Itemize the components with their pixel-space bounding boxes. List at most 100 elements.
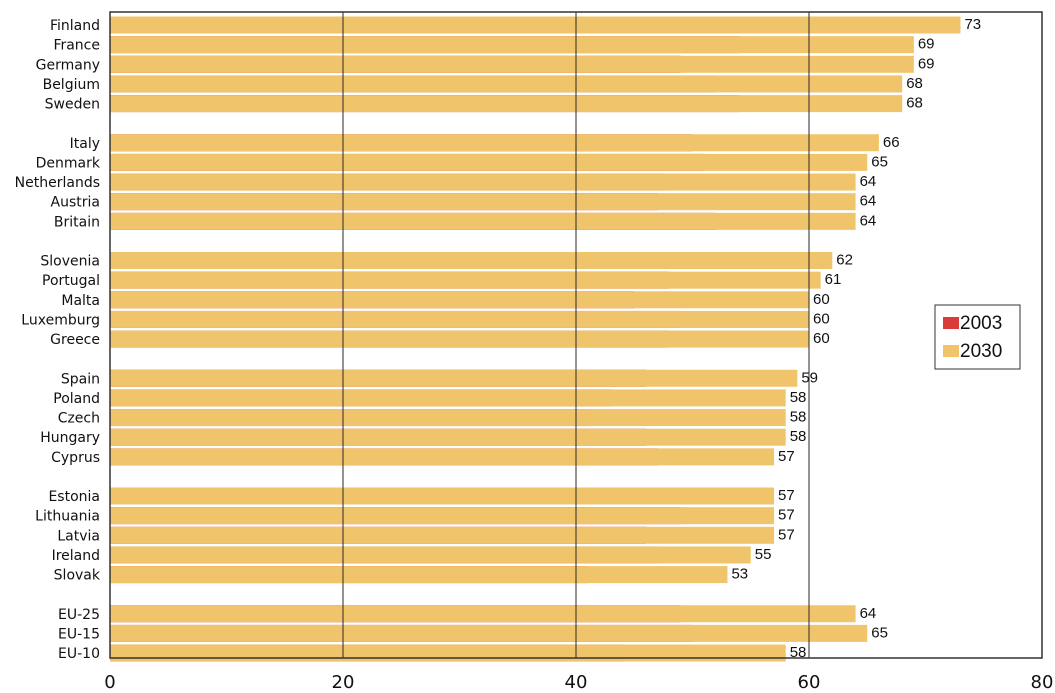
bar-2030-ireland [110, 546, 751, 564]
value-label-italy: 66 [883, 134, 900, 151]
bar-2030-poland [110, 389, 786, 407]
value-label-sweden: 68 [906, 95, 923, 112]
bar-2030-france [110, 36, 914, 54]
bar-2030-czech [110, 409, 786, 427]
value-label-estonia: 57 [778, 487, 795, 504]
value-label-france: 69 [918, 36, 935, 53]
bar-2030-italy [110, 134, 879, 152]
category-label-poland: Poland [53, 391, 100, 407]
bar-2030-denmark [110, 153, 868, 171]
category-label-netherlands: Netherlands [15, 175, 100, 191]
bar-2030-sweden [110, 95, 903, 113]
bar-2030-eu-15 [110, 624, 868, 642]
value-label-hungary: 58 [790, 428, 807, 445]
category-label-ireland: Ireland [52, 548, 100, 564]
x-tick-label-20: 20 [332, 672, 355, 693]
category-label-eu-15: EU-15 [58, 626, 100, 642]
legend-box [934, 304, 1021, 370]
bar-2030-cyprus [110, 448, 775, 466]
value-label-eu-25: 64 [860, 605, 877, 622]
category-label-belgium: Belgium [43, 77, 100, 93]
bar-2030-austria [110, 193, 856, 211]
category-label-eu-10: EU-10 [58, 646, 100, 662]
value-label-cyprus: 57 [778, 448, 795, 465]
bar-2030-hungary [110, 428, 786, 446]
category-label-austria: Austria [51, 195, 100, 211]
value-label-greece: 60 [813, 330, 830, 347]
value-label-eu-10: 58 [790, 644, 807, 661]
category-label-britain: Britain [54, 214, 100, 230]
category-label-portugal: Portugal [42, 273, 100, 289]
value-label-slovenia: 62 [836, 252, 853, 269]
category-label-czech: Czech [58, 411, 100, 427]
bar-2030-netherlands [110, 173, 856, 191]
legend-swatch-2030 [943, 345, 959, 357]
x-tick-labels: 0 20 40 60 80 [104, 672, 1053, 693]
category-label-hungary: Hungary [40, 430, 100, 446]
bar-2030-malta [110, 291, 809, 309]
category-label-germany: Germany [36, 57, 100, 73]
value-label-denmark: 65 [871, 153, 888, 170]
category-label-latvia: Latvia [57, 528, 100, 544]
value-label-poland: 58 [790, 389, 807, 406]
x-tick-label-0: 0 [104, 672, 115, 693]
value-label-latvia: 57 [778, 526, 795, 543]
value-label-luxemburg: 60 [813, 310, 830, 327]
bar-2030-germany [110, 55, 914, 73]
category-label-estonia: Estonia [48, 489, 100, 505]
value-label-germany: 69 [918, 55, 935, 72]
bar-2030-luxemburg [110, 310, 809, 328]
category-label-greece: Greece [50, 332, 100, 348]
value-label-eu-15: 65 [871, 624, 888, 641]
value-label-austria: 64 [860, 193, 877, 210]
legend-label-2030: 2030 [960, 341, 1002, 362]
bar-2030-slovenia [110, 252, 833, 269]
value-label-finland: 73 [964, 16, 981, 33]
x-tick-label-60: 60 [798, 672, 821, 693]
plot-frame [109, 11, 1043, 659]
bar-2030-britain [110, 212, 856, 230]
category-label-spain: Spain [61, 371, 100, 387]
category-label-slovak: Slovak [54, 568, 101, 584]
category-label-italy: Italy [70, 136, 100, 152]
bar-2030-spain [110, 369, 798, 387]
bar-2030-belgium [110, 75, 903, 93]
bar-2030-finland [110, 16, 961, 34]
category-labels: Finland France Germany Belgium Sweden Italy De… [15, 18, 101, 662]
legend: 2003 2030 [934, 304, 1021, 370]
value-label-portugal: 61 [825, 271, 842, 288]
value-label-spain: 59 [801, 369, 818, 386]
category-label-slovenia: Slovenia [40, 254, 100, 270]
category-label-eu-25: EU-25 [58, 607, 100, 623]
value-label-czech: 58 [790, 409, 807, 426]
value-label-lithuania: 57 [778, 507, 795, 524]
bar-2030-lithuania [110, 507, 775, 525]
value-label-belgium: 68 [906, 75, 923, 92]
plot-border [109, 11, 1043, 659]
bar-2030-slovak [110, 566, 728, 584]
bar-2030-latvia [110, 526, 775, 544]
category-label-lithuania: Lithuania [35, 509, 100, 525]
value-label-slovak: 53 [731, 566, 748, 583]
value-label-ireland: 55 [755, 546, 772, 563]
value-label-malta: 60 [813, 291, 830, 308]
category-label-luxemburg: Luxemburg [21, 312, 100, 328]
bar-2030-eu-10 [110, 644, 786, 662]
x-tick-label-40: 40 [565, 672, 588, 693]
value-labels: 73 69 69 68 68 66 65 64 64 64 62 61 60 60 60 59 58 58 58 57… [731, 16, 981, 661]
bar-2030-portugal [110, 271, 821, 289]
legend-swatch-2003 [943, 317, 959, 329]
category-label-france: France [53, 38, 100, 54]
series-2030-bars [110, 16, 961, 662]
category-label-denmark: Denmark [36, 155, 101, 171]
category-label-sweden: Sweden [45, 97, 100, 113]
value-label-netherlands: 64 [860, 173, 877, 190]
x-tick-label-80: 80 [1031, 672, 1054, 693]
category-label-cyprus: Cyprus [51, 450, 100, 466]
value-label-britain: 64 [860, 212, 877, 229]
category-label-malta: Malta [61, 293, 100, 309]
gridlines [342, 12, 810, 658]
legend-label-2003: 2003 [960, 313, 1002, 334]
